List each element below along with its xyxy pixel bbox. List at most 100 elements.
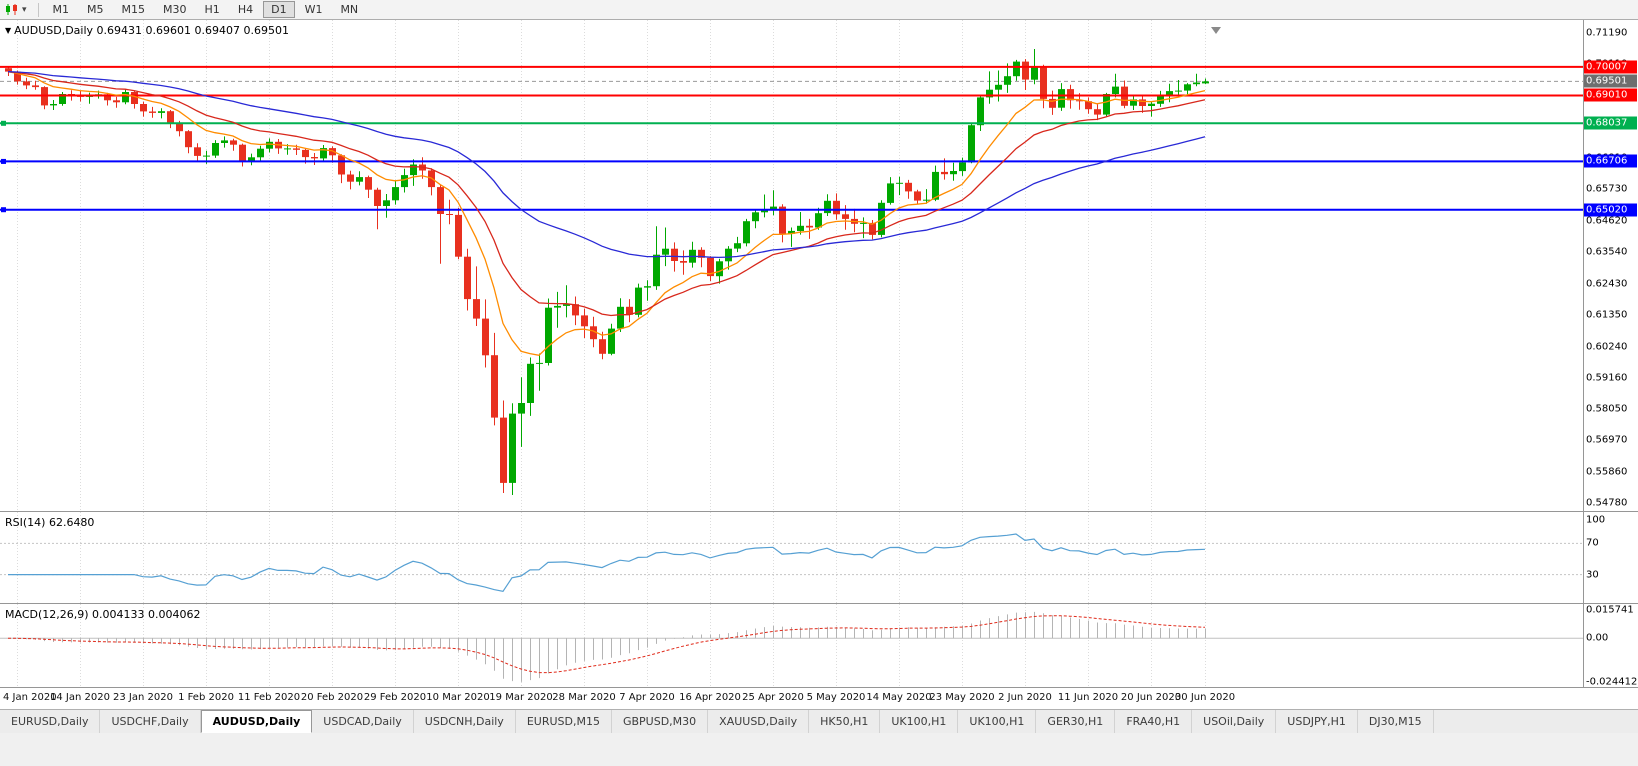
date-tick-label: 19 Mar 2020 [489, 692, 553, 703]
date-tick-label: 2 Jun 2020 [998, 692, 1052, 703]
chart-tab-bar: EURUSD,Daily USDCHF,Daily AUDUSD,Daily USDC… [0, 709, 1638, 733]
pane-separator[interactable] [0, 511, 1638, 512]
chart-tab-eurusd-m15-5[interactable]: EURUSD,M15 [515, 710, 612, 733]
rsi-tick-label: 70 [1586, 537, 1599, 549]
date-tick-label: 4 Jan 2020 [3, 692, 57, 703]
date-tick-label: 23 Jan 2020 [113, 692, 173, 703]
chart-shift-marker-icon[interactable] [1211, 27, 1221, 34]
timeframe-button-h4[interactable]: H4 [237, 3, 254, 16]
date-tick-label: 29 Feb 2020 [363, 692, 427, 703]
date-tick-label: 20 Jun 2020 [1120, 692, 1182, 703]
price-tick-label: 0.60240 [1586, 341, 1628, 353]
rsi-line [8, 533, 1206, 592]
horizontal-level-lines[interactable] [0, 65, 1583, 213]
price-tick-label: 0.54780 [1586, 497, 1628, 509]
price-tick-label: 0.61350 [1586, 309, 1628, 321]
chart-ohlc-text: AUDUSD,Daily 0.69431 0.69601 0.69407 0.6… [14, 24, 289, 37]
main-chart-plot[interactable] [0, 20, 1583, 511]
chart-tab-gbpusd-m30-6[interactable]: GBPUSD,M30 [611, 710, 709, 733]
timeframe-button-w1[interactable]: W1 [304, 3, 323, 16]
macd-plot[interactable] [0, 604, 1583, 687]
date-tick-label: 11 Jun 2020 [1057, 692, 1119, 703]
price-tick-label: 0.63540 [1586, 246, 1628, 258]
date-tick-label: 5 May 2020 [806, 692, 866, 703]
level-price-badge: 0.66706 [1584, 154, 1637, 168]
axis-separator-line [1583, 20, 1584, 688]
date-tick-label: 20 Feb 2020 [300, 692, 364, 703]
chart-tab-usdcnh-daily-4[interactable]: USDCNH,Daily [413, 710, 516, 733]
date-tick-label: 16 Apr 2020 [679, 692, 741, 703]
toolbar-separator [37, 2, 39, 17]
macd-axis[interactable]: 0.015741 0.00 -0.024412 [1584, 604, 1638, 688]
level-price-badge: 0.65020 [1584, 203, 1637, 217]
chart-tab-uk100-h1-10[interactable]: UK100,H1 [958, 710, 1037, 733]
date-tick-label: 23 May 2020 [929, 692, 995, 703]
date-tick-label: 28 Mar 2020 [552, 692, 616, 703]
price-tick-label: 0.56970 [1586, 434, 1628, 446]
pane-separator[interactable] [0, 603, 1638, 604]
chart-tab-ger30-h1-11[interactable]: GER30,H1 [1036, 710, 1116, 733]
candlesticks [5, 49, 1209, 495]
chart-tab-fra40-h1-12[interactable]: FRA40,H1 [1115, 710, 1193, 733]
price-tick-label: 0.62430 [1586, 278, 1628, 290]
date-tick-label: 1 Feb 2020 [178, 692, 234, 703]
chart-tab-audusd-daily-2[interactable]: AUDUSD,Daily [200, 710, 313, 733]
chart-type-dropdown-caret[interactable]: ▾ [22, 4, 27, 15]
date-tick-label: 30 Jun 2020 [1174, 692, 1236, 703]
macd-header: MACD(12,26,9) 0.004133 0.004062 [5, 608, 201, 621]
timeframe-button-h1[interactable]: H1 [204, 3, 220, 16]
moving-average-50-line [7, 71, 1206, 259]
main-chart-pane: ▼ AUDUSD,Daily 0.69431 0.69601 0.69407 0.… [0, 20, 1638, 511]
chart-ohlc-readout: ▼ AUDUSD,Daily 0.69431 0.69601 0.69407 0.… [5, 24, 289, 37]
pane-separator [0, 687, 1638, 688]
price-axis[interactable]: 0.711900.701100.690000.679200.668100.657… [1584, 20, 1638, 511]
timeframe-toolbar: ▾ M1 M5 M15 M30 H1 H4 D1 W1 MN [0, 0, 1638, 20]
price-tick-label: 0.65730 [1586, 183, 1628, 195]
chart-tab-eurusd-daily-0[interactable]: EURUSD,Daily [0, 710, 101, 733]
macd-tick-label: -0.024412 [1586, 676, 1638, 688]
price-tick-label: 0.64620 [1586, 215, 1628, 227]
rsi-tick-label: 100 [1586, 514, 1606, 526]
macd-tick-label: 0.015741 [1586, 604, 1634, 616]
date-tick-label: 10 Mar 2020 [426, 692, 490, 703]
rsi-plot[interactable] [0, 512, 1583, 603]
timeframe-button-m30[interactable]: M30 [163, 3, 187, 16]
main-grid [17, 20, 1206, 511]
macd-tick-label: 0.00 [1586, 632, 1609, 644]
timeframe-button-m1[interactable]: M1 [52, 3, 70, 16]
date-tick-label: 14 Jan 2020 [50, 692, 110, 703]
level-price-badge: 0.68037 [1584, 116, 1637, 130]
time-axis[interactable]: 4 Jan 2020 14 Jan 2020 23 Jan 2020 1 Feb 20… [0, 688, 1638, 709]
timeframe-button-m15[interactable]: M15 [121, 3, 146, 16]
rsi-pane: RSI(14) 62.6480 100 70 30 [0, 512, 1638, 603]
timeframe-button-m5[interactable]: M5 [87, 3, 104, 16]
rsi-tick-label: 30 [1586, 569, 1599, 581]
chart-tab-xauusd-daily-7[interactable]: XAUUSD,Daily [708, 710, 810, 733]
chart-type-icon[interactable] [5, 3, 20, 16]
date-tick-label: 11 Feb 2020 [237, 692, 301, 703]
chart-tab-dj30-m15-15[interactable]: DJ30,M15 [1357, 710, 1434, 733]
date-tick-label: 7 Apr 2020 [619, 692, 675, 703]
current-price-badge: 0.69501 [1584, 74, 1637, 88]
chart-tab-usdchf-daily-1[interactable]: USDCHF,Daily [100, 710, 201, 733]
moving-average-10-line [7, 71, 1206, 357]
macd-signal-line [7, 615, 1206, 674]
rsi-grid [17, 512, 1206, 603]
price-tick-label: 0.55860 [1586, 466, 1628, 478]
chart-tab-usdjpy-h1-14[interactable]: USDJPY,H1 [1276, 710, 1358, 733]
timeframe-button-mn[interactable]: MN [340, 3, 359, 16]
timeframe-buttons: M1 M5 M15 M30 H1 H4 D1 W1 MN [44, 1, 368, 18]
chart-tab-hk50-h1-8[interactable]: HK50,H1 [809, 710, 881, 733]
status-strip [0, 733, 1638, 766]
chart-tab-uk100-h1-9[interactable]: UK100,H1 [880, 710, 959, 733]
moving-average-20-line [7, 71, 1206, 317]
level-price-badge: 0.70007 [1584, 60, 1637, 74]
level-price-badge: 0.69010 [1584, 88, 1637, 102]
chart-tab-usdcad-daily-3[interactable]: USDCAD,Daily [312, 710, 414, 733]
price-tick-label: 0.59160 [1586, 372, 1628, 384]
timeframe-button-d1[interactable]: D1 [263, 1, 295, 18]
chart-tab-usoil-daily-13[interactable]: USOil,Daily [1192, 710, 1277, 733]
date-tick-label: 14 May 2020 [866, 692, 932, 703]
rsi-axis[interactable]: 100 70 30 [1584, 512, 1638, 603]
